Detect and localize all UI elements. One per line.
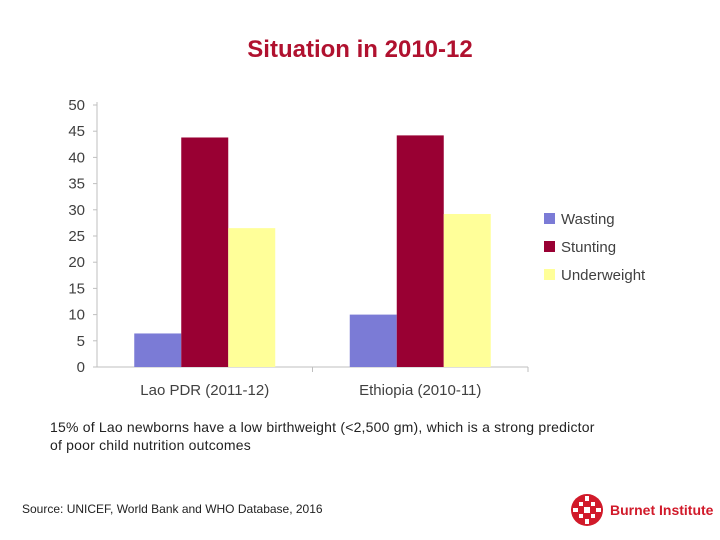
legend-swatch-stunting bbox=[544, 241, 555, 252]
y-tick-label: 40 bbox=[68, 149, 85, 166]
y-tick-label: 25 bbox=[68, 228, 85, 245]
y-tick-label: 45 bbox=[68, 123, 85, 140]
y-tick-label: 20 bbox=[68, 254, 85, 271]
bar-stunting-1 bbox=[396, 135, 444, 367]
bar-underweight-0 bbox=[228, 228, 276, 367]
bar-underweight-1 bbox=[443, 213, 491, 367]
caption-text: 15% of Lao newborns have a low birthweig… bbox=[50, 419, 595, 453]
y-tick-label: 35 bbox=[68, 176, 85, 193]
y-tick-label: 50 bbox=[68, 97, 85, 114]
y-tick-label: 5 bbox=[77, 333, 85, 350]
bar-chart: 0 5 10 15 20 25 30 35 40 45 50 Lao PDR (2011-12) Eth… bbox=[68, 97, 646, 399]
legend-label-stunting: Stunting bbox=[561, 239, 616, 256]
slide-title: Situation in 2010-12 bbox=[247, 36, 473, 63]
burnet-logo: Burnet Institute bbox=[570, 490, 720, 530]
bar-wasting-0 bbox=[134, 333, 182, 367]
legend-swatch-wasting bbox=[544, 213, 555, 224]
bar-wasting-1 bbox=[349, 314, 397, 367]
logo-text: Burnet Institute bbox=[610, 502, 714, 518]
y-tick-label: 15 bbox=[68, 280, 85, 297]
y-tick-label: 0 bbox=[77, 359, 85, 376]
y-tick-label: 30 bbox=[68, 202, 85, 219]
burnet-logo-icon bbox=[571, 494, 603, 526]
source-text: Source: UNICEF, World Bank and WHO Datab… bbox=[22, 502, 323, 516]
x-tick-label: Ethiopia (2010-11) bbox=[359, 382, 481, 399]
bar-stunting-0 bbox=[181, 137, 229, 367]
legend-label-wasting: Wasting bbox=[561, 211, 615, 228]
y-tick-label: 10 bbox=[68, 307, 85, 324]
legend-swatch-underweight bbox=[544, 269, 555, 280]
x-tick-label: Lao PDR (2011-12) bbox=[140, 382, 269, 399]
legend-label-underweight: Underweight bbox=[561, 267, 646, 284]
